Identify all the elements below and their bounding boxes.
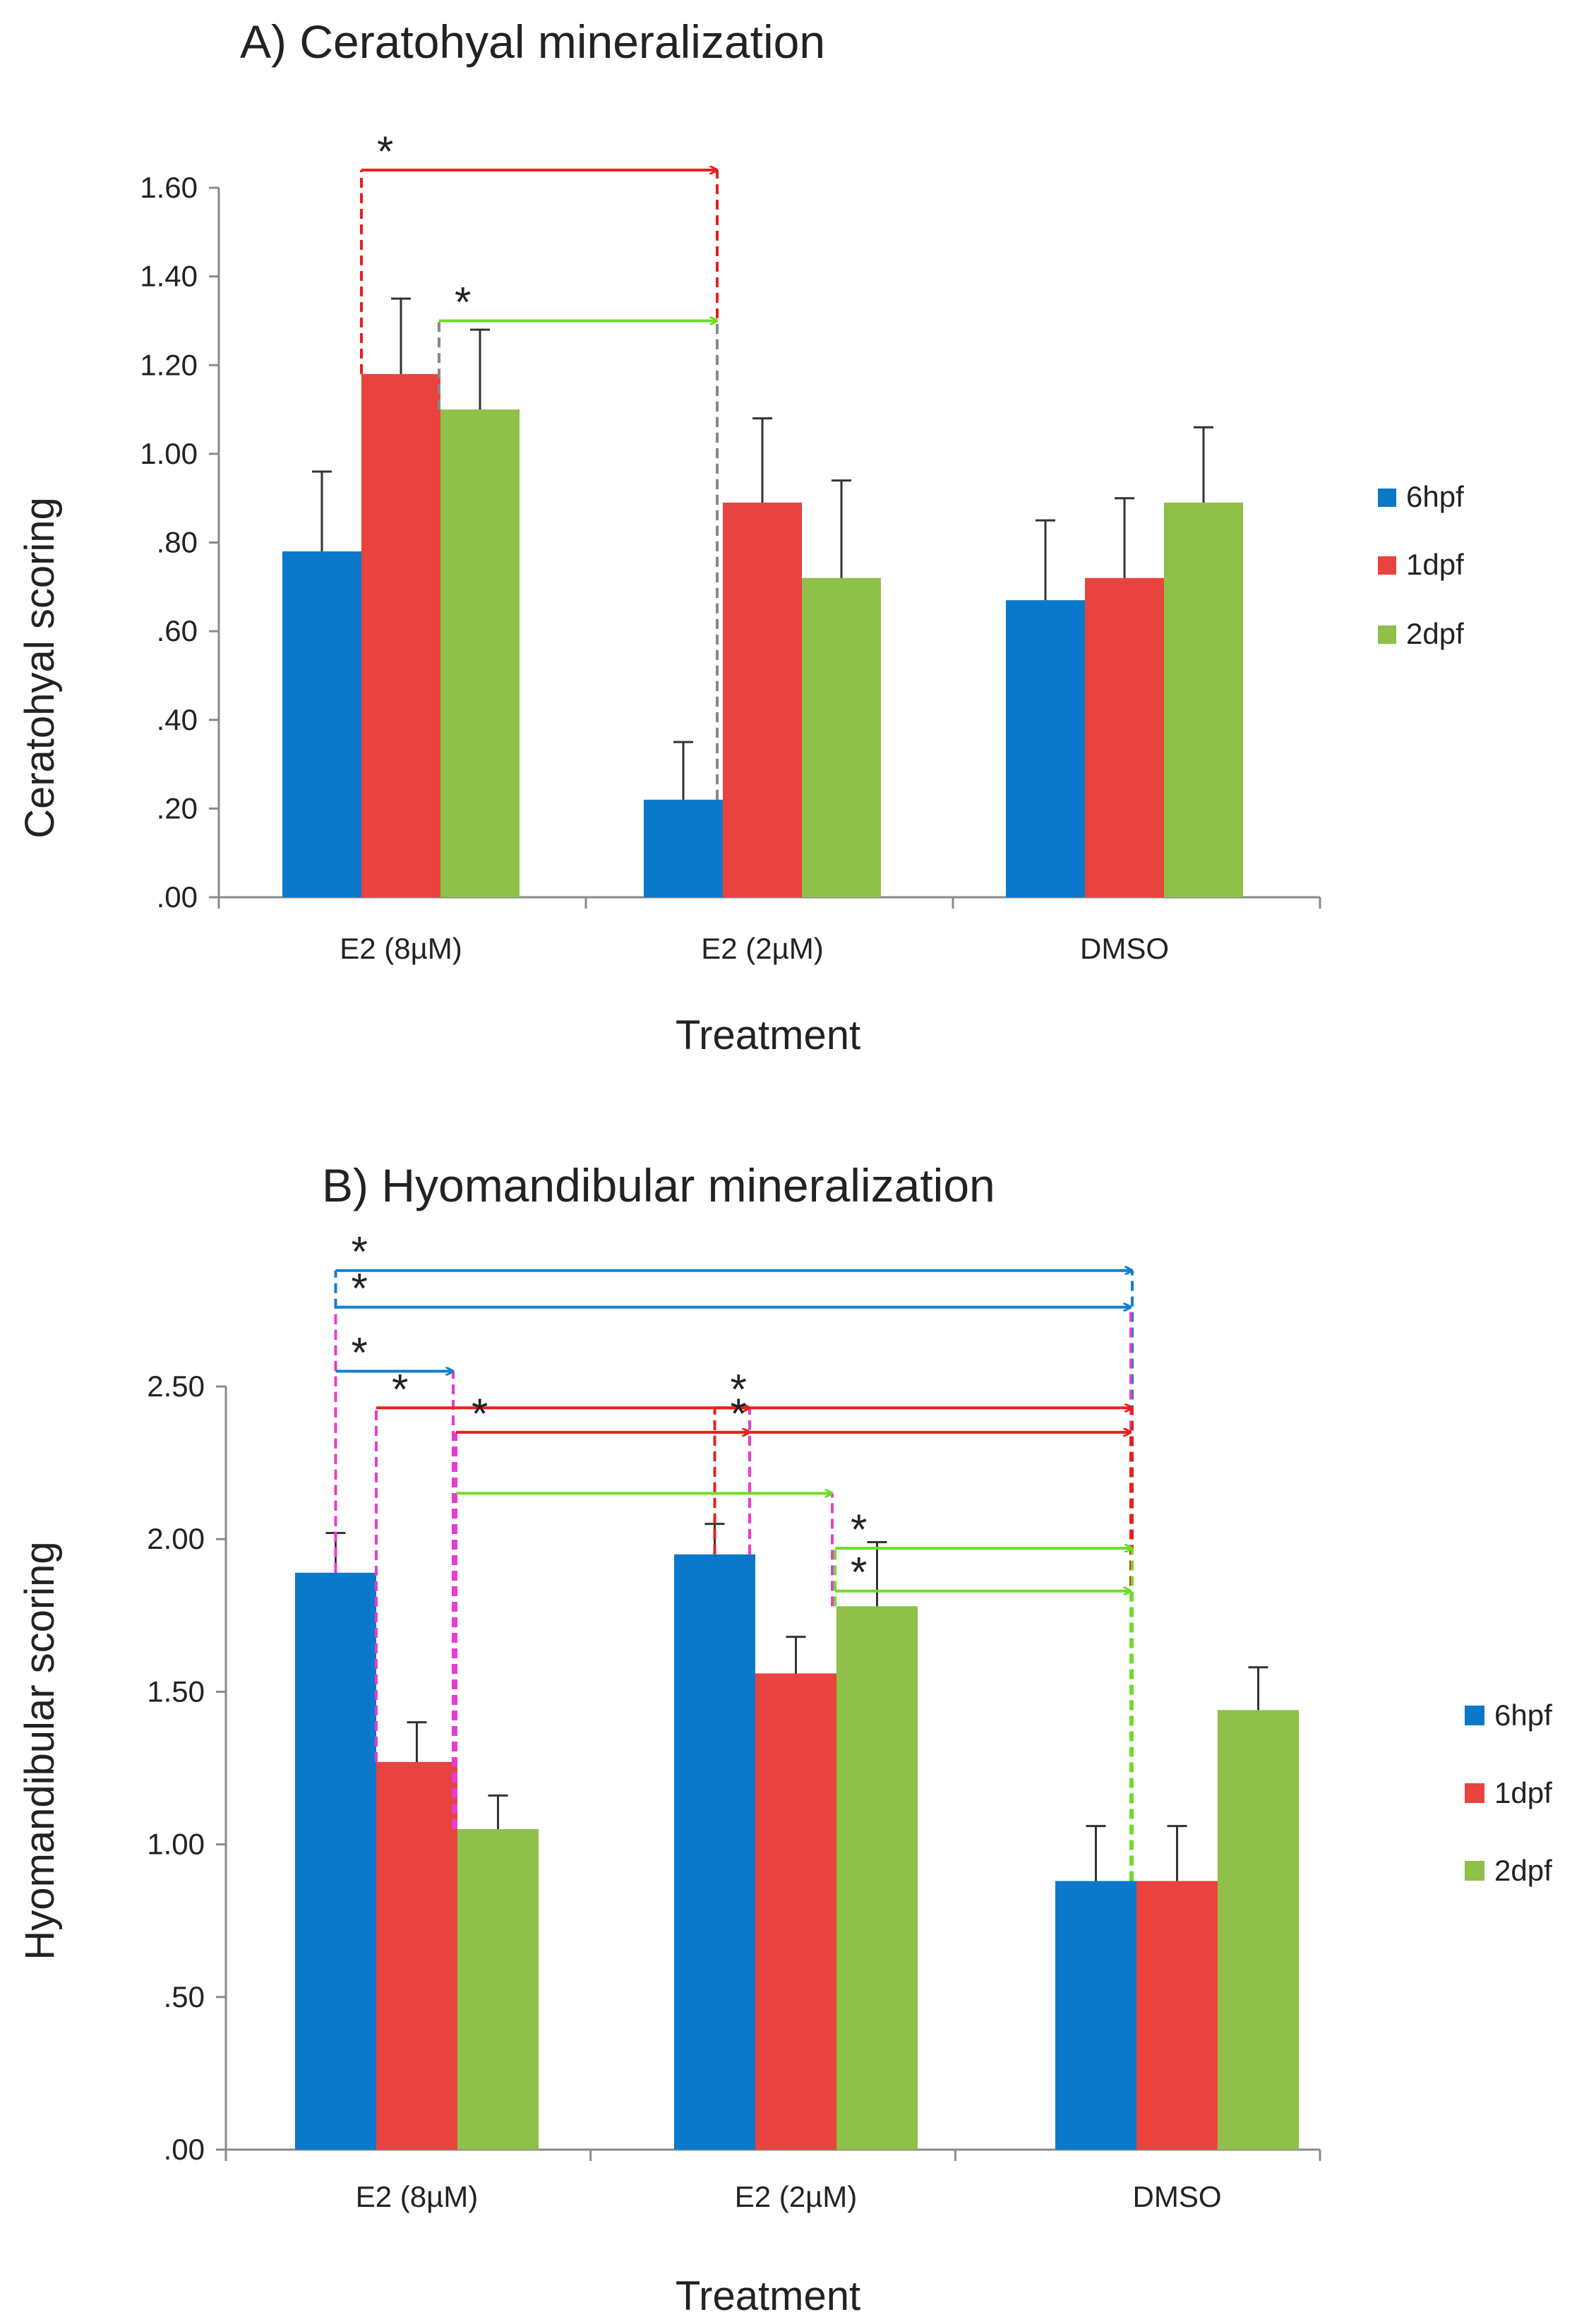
bar-1dpf <box>723 502 802 897</box>
bar-2dpf <box>440 409 520 897</box>
plot-area-b: .00 .50 1.00 1.50 2.00 2.50 E2 (8µM) E2 (2µM) DM… <box>147 1228 1552 2213</box>
y-tick-label: 1.50 <box>147 1675 205 1708</box>
bar-1dpf <box>1085 577 1164 897</box>
y-tick-label: .60 <box>157 614 198 647</box>
legend-swatch-1dpf <box>1465 1783 1484 1803</box>
significance-star: * <box>392 1365 408 1413</box>
x-tick-label: E2 (8µM) <box>340 932 462 965</box>
chart-title-b: B) Hyomandibular mineralization <box>322 1159 995 1211</box>
chart-title-a: A) Ceratohyal mineralization <box>240 16 825 68</box>
x-axis-label-b: Treatment <box>676 2273 860 2319</box>
significance-star: * <box>731 1365 747 1413</box>
y-tick-label: 2.50 <box>147 1370 205 1403</box>
legend-label: 2dpf <box>1494 1854 1552 1887</box>
bar-2dpf <box>1218 1710 1299 2150</box>
y-tick-label: 1.00 <box>147 1828 205 1861</box>
significance-star: * <box>851 1549 867 1596</box>
legend-label: 6hpf <box>1406 480 1464 513</box>
x-axis-label-a: Treatment <box>676 1012 860 1058</box>
chart-ceratohyal: A) Ceratohyal mineralization Ceratohyal … <box>17 16 1464 1058</box>
bar-6hpf <box>644 799 723 897</box>
y-tick-label: 1.20 <box>140 348 198 381</box>
bar-2dpf <box>457 1828 539 2150</box>
y-tick-label: .40 <box>157 703 198 736</box>
x-tick-label: E2 (8µM) <box>356 2180 479 2213</box>
y-tick-label: .50 <box>164 1980 205 2013</box>
y-tick-label: .20 <box>157 791 198 825</box>
bar-1dpf <box>755 1673 836 2150</box>
bar-6hpf <box>674 1554 755 2150</box>
legend-label: 6hpf <box>1494 1699 1552 1732</box>
y-tick-label: 1.60 <box>140 171 198 204</box>
bar-6hpf <box>1055 1881 1136 2150</box>
significance-star: * <box>377 128 393 175</box>
y-axis-label-b: Hyomandibular scoring <box>17 1541 63 1960</box>
bar-1dpf <box>361 373 440 897</box>
significance-star: * <box>352 1228 368 1276</box>
x-tick-label: DMSO <box>1133 2180 1222 2213</box>
legend-swatch-1dpf <box>1378 556 1396 575</box>
y-axis-label-a: Ceratohyal scoring <box>17 497 63 839</box>
bar-2dpf <box>836 1606 918 2150</box>
legend-label: 1dpf <box>1406 548 1464 581</box>
significance-star: * <box>352 1329 368 1376</box>
legend-swatch-2dpf <box>1465 1861 1484 1881</box>
x-tick-label: DMSO <box>1080 932 1169 965</box>
legend-label: 1dpf <box>1494 1776 1552 1809</box>
bar-1dpf <box>1136 1881 1218 2150</box>
significance-star: * <box>731 1390 747 1437</box>
bar-6hpf <box>282 551 361 897</box>
bar-6hpf <box>1006 600 1085 897</box>
legend-swatch-6hpf <box>1378 489 1396 507</box>
significance-star: * <box>851 1506 867 1553</box>
bar-2dpf <box>1164 502 1243 897</box>
y-tick-label: 1.00 <box>140 437 198 470</box>
bar-6hpf <box>295 1572 376 2150</box>
significance-star: * <box>455 278 471 325</box>
x-tick-label: E2 (2µM) <box>735 2180 858 2213</box>
legend-swatch-2dpf <box>1378 625 1396 644</box>
y-tick-label: 1.40 <box>140 260 198 293</box>
legend-swatch-6hpf <box>1465 1706 1484 1725</box>
legend-label: 2dpf <box>1406 617 1464 650</box>
significance-star: * <box>352 1265 368 1312</box>
significance-star: * <box>472 1390 488 1437</box>
y-tick-label: .00 <box>164 2133 205 2166</box>
bar-2dpf <box>802 577 881 897</box>
y-tick-label: .00 <box>157 880 198 914</box>
x-tick-label: E2 (2µM) <box>701 932 824 965</box>
bar-1dpf <box>376 1761 457 2150</box>
y-tick-label: 2.00 <box>147 1522 205 1555</box>
plot-area-a: .00 .20 .40 .60 .80 1.00 1.20 1.40 1.60 E2 (8µM) E… <box>140 128 1464 965</box>
chart-hyomandibular: B) Hyomandibular mineralization Hyomandi… <box>17 1159 1552 2319</box>
y-tick-label: .80 <box>157 526 198 559</box>
